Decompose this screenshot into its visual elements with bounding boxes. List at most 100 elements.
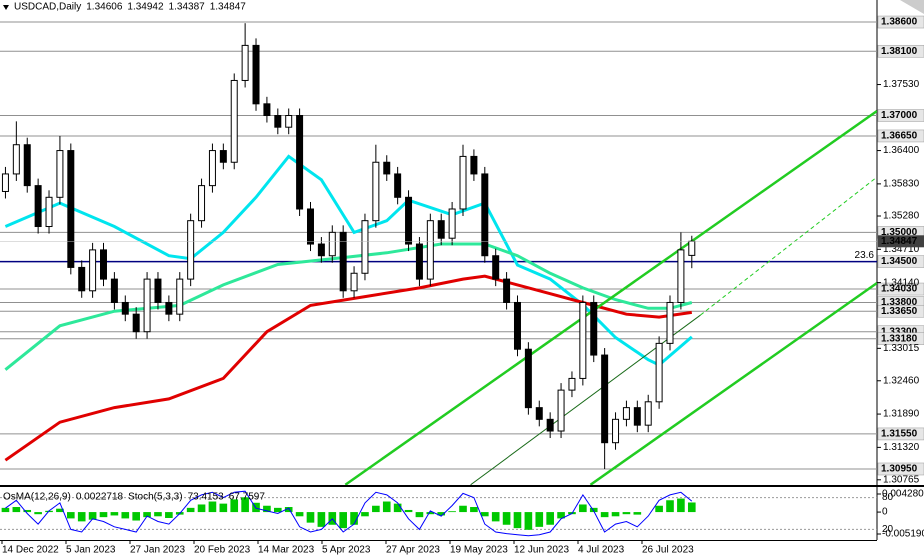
osma-bar — [273, 507, 282, 513]
candle-body — [426, 220, 434, 280]
candle-body — [1, 173, 9, 192]
candle-body — [274, 115, 282, 128]
candle-body — [372, 161, 380, 222]
osma-bar — [589, 507, 598, 513]
date-label: 26 Jul 2023 — [642, 545, 694, 556]
osma-bar — [34, 512, 42, 515]
candle-body — [481, 173, 489, 257]
header-value: 1.34606 — [86, 2, 123, 13]
osma-bar — [241, 497, 249, 513]
candle-body — [12, 144, 20, 175]
candle-body — [535, 407, 543, 420]
candle-body — [208, 150, 216, 187]
osma-bar — [448, 511, 456, 513]
candle-body — [361, 220, 369, 274]
osma-bar — [535, 512, 544, 527]
osma-bar — [557, 512, 565, 519]
candle-body — [317, 243, 325, 257]
osma-bar — [622, 512, 631, 515]
osma-bar — [208, 501, 217, 513]
osma-bar — [470, 507, 478, 513]
osma-bar — [186, 507, 195, 513]
level-label: 1.37000 — [881, 110, 918, 121]
osma-bar — [165, 512, 173, 518]
symbol-label: USDCAD,Daily — [14, 2, 81, 13]
candle-body — [219, 150, 227, 163]
y-tick-label: 1.33015 — [883, 343, 920, 354]
y-tick-label: 1.36400 — [883, 145, 920, 156]
level-label: 1.34500 — [881, 256, 918, 267]
candle-body — [688, 240, 696, 256]
candle-body — [132, 313, 140, 333]
header-value: 1.34847 — [210, 2, 247, 13]
osma-bar — [677, 498, 685, 513]
level-box — [877, 255, 924, 268]
y-tick-label: 1.31890 — [883, 409, 920, 420]
candle-body — [590, 301, 598, 356]
osma-bar — [230, 499, 239, 513]
candle-body — [100, 249, 107, 280]
main-panel — [0, 21, 877, 485]
osma-bar — [459, 505, 467, 513]
candle-body — [67, 150, 75, 268]
osma-title: OsMA(12,26,9) — [3, 492, 71, 503]
osma-bar — [666, 500, 674, 513]
date-label: 5 Jan 2023 — [66, 545, 116, 556]
level-label: 1.38100 — [881, 46, 918, 57]
osma-bar — [67, 512, 75, 519]
osma-bar — [99, 512, 108, 518]
osma-bar — [132, 512, 140, 521]
osma-bar — [437, 512, 446, 516]
level-box — [877, 427, 924, 441]
date-label: 27 Jan 2023 — [130, 545, 185, 556]
candle-body — [546, 418, 554, 432]
stoch-tick-label: 20 — [882, 524, 894, 535]
level-box — [877, 44, 924, 58]
osma-bar — [110, 512, 119, 516]
osma-bar — [655, 505, 663, 513]
candle-body — [437, 220, 445, 239]
osma-bar — [382, 501, 391, 513]
osma-bar — [600, 512, 609, 518]
stoch-tick-label: 80 — [882, 492, 894, 503]
candle-body — [252, 44, 260, 105]
stoch-line — [5, 490, 693, 537]
osma-bar — [284, 507, 293, 513]
candle-body — [383, 161, 391, 175]
osma-bar — [502, 512, 511, 525]
y-tick-label: 1.34140 — [883, 277, 920, 288]
osma-bar — [23, 509, 32, 513]
candle-body — [165, 301, 173, 315]
osma-bar — [317, 512, 326, 527]
candle-body — [263, 103, 271, 117]
level-box — [877, 332, 924, 345]
level-label: 1.33300 — [881, 326, 918, 337]
osma-bar — [611, 512, 620, 517]
candle-body — [56, 150, 64, 198]
osc-tick-label: -0.005190 — [882, 529, 924, 540]
osma-bar — [480, 512, 489, 517]
candle-body — [579, 301, 587, 379]
oscillator-panel — [0, 490, 877, 537]
level-label: 1.36650 — [881, 131, 918, 142]
candle-body — [285, 115, 293, 128]
header-value: 1.34942 — [127, 2, 164, 13]
level-label: 1.33650 — [881, 306, 918, 317]
symbol-menu-icon[interactable] — [3, 5, 9, 10]
candle-body — [622, 407, 630, 420]
osma-bar — [295, 512, 304, 517]
level-label: 1.33180 — [881, 333, 918, 344]
fib-label: 23.6 — [855, 250, 875, 261]
osma-bar — [546, 512, 554, 525]
y-tick-label: 1.31320 — [883, 442, 920, 453]
candle-body — [110, 278, 118, 303]
candle-body — [241, 44, 249, 81]
level-label: 1.31550 — [881, 429, 918, 440]
osma-bar — [143, 512, 151, 518]
candle-body — [601, 354, 609, 444]
candle-body — [78, 266, 86, 292]
osma-bar — [12, 507, 21, 513]
candle-body — [198, 185, 206, 222]
osma-bar — [513, 512, 522, 529]
level-label: 1.35000 — [881, 227, 918, 238]
